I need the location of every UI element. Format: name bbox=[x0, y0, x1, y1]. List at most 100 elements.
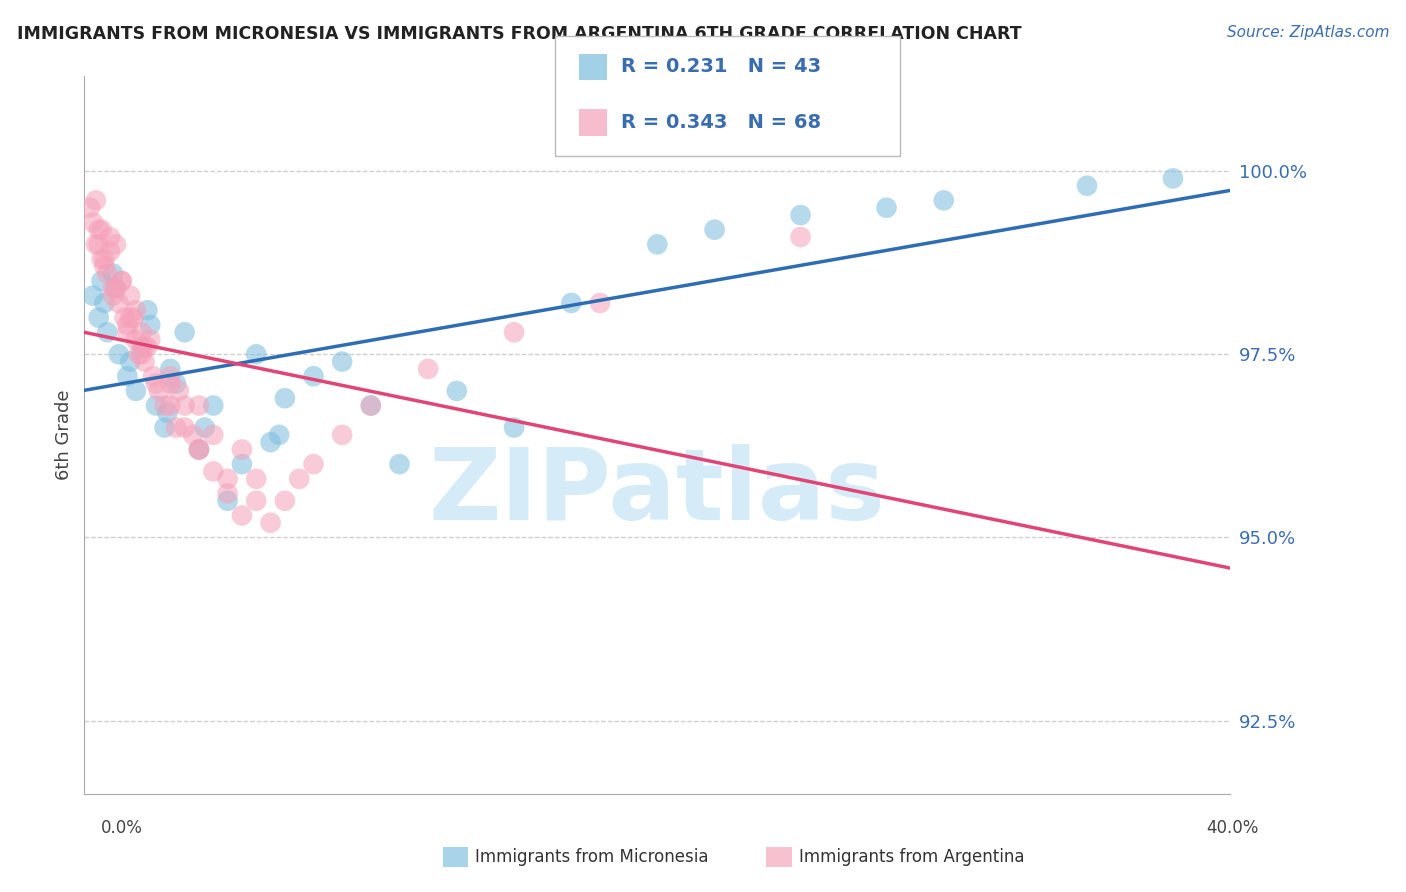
Point bbox=[259, 516, 281, 530]
Point bbox=[156, 406, 179, 420]
Point bbox=[188, 442, 211, 457]
Point bbox=[101, 267, 124, 281]
Point bbox=[131, 326, 153, 340]
Point bbox=[159, 369, 181, 384]
Point bbox=[117, 369, 139, 384]
Point bbox=[789, 230, 811, 244]
Point bbox=[589, 296, 612, 310]
Point bbox=[128, 347, 150, 361]
Point bbox=[202, 399, 225, 413]
Point bbox=[96, 326, 118, 340]
Point bbox=[87, 237, 110, 252]
Point bbox=[139, 333, 162, 347]
Point bbox=[98, 230, 121, 244]
Point bbox=[90, 223, 112, 237]
Point bbox=[125, 384, 148, 398]
Point bbox=[101, 288, 124, 302]
Point bbox=[87, 223, 110, 237]
Point bbox=[101, 281, 124, 295]
Point bbox=[90, 274, 112, 288]
Point bbox=[153, 399, 176, 413]
Point bbox=[134, 354, 156, 368]
Point bbox=[360, 399, 382, 413]
Point bbox=[148, 384, 170, 398]
Text: Immigrants from Argentina: Immigrants from Argentina bbox=[799, 848, 1024, 866]
Point bbox=[173, 420, 195, 434]
Point bbox=[79, 201, 101, 215]
Point bbox=[259, 435, 281, 450]
Point bbox=[142, 369, 165, 384]
Point bbox=[110, 274, 132, 288]
Point bbox=[134, 340, 156, 354]
Point bbox=[188, 442, 211, 457]
Point bbox=[388, 457, 411, 471]
Text: Immigrants from Micronesia: Immigrants from Micronesia bbox=[475, 848, 709, 866]
Point bbox=[93, 252, 115, 266]
Point bbox=[145, 399, 167, 413]
Point bbox=[202, 428, 225, 442]
Point bbox=[560, 296, 582, 310]
Point bbox=[107, 296, 129, 310]
Point bbox=[136, 303, 159, 318]
Text: R = 0.231   N = 43: R = 0.231 N = 43 bbox=[621, 57, 821, 77]
Point bbox=[136, 340, 159, 354]
Point bbox=[1076, 178, 1098, 193]
Point bbox=[789, 208, 811, 222]
Point bbox=[288, 472, 311, 486]
Text: Source: ZipAtlas.com: Source: ZipAtlas.com bbox=[1226, 25, 1389, 40]
Point bbox=[330, 428, 353, 442]
Point bbox=[125, 333, 148, 347]
Point bbox=[104, 281, 127, 295]
Point bbox=[1161, 171, 1184, 186]
Point bbox=[159, 376, 181, 391]
Point bbox=[131, 340, 153, 354]
Point bbox=[125, 303, 148, 318]
Point bbox=[302, 369, 325, 384]
Point bbox=[181, 428, 204, 442]
Point bbox=[120, 354, 142, 368]
Point bbox=[231, 457, 253, 471]
Point bbox=[330, 354, 353, 368]
Point bbox=[217, 472, 239, 486]
Point bbox=[120, 288, 142, 302]
Text: 40.0%: 40.0% bbox=[1206, 819, 1258, 837]
Point bbox=[87, 310, 110, 325]
Point bbox=[231, 508, 253, 523]
Point bbox=[82, 215, 104, 229]
Point bbox=[117, 326, 139, 340]
Point bbox=[165, 420, 187, 434]
Point bbox=[245, 493, 267, 508]
Point bbox=[153, 420, 176, 434]
Point bbox=[173, 326, 195, 340]
Text: ZIPatlas: ZIPatlas bbox=[429, 444, 886, 541]
Point bbox=[446, 384, 468, 398]
Point bbox=[274, 493, 297, 508]
Point bbox=[167, 384, 190, 398]
Point bbox=[188, 442, 211, 457]
Point bbox=[703, 223, 725, 237]
Point bbox=[145, 376, 167, 391]
Point bbox=[231, 442, 253, 457]
Point bbox=[110, 274, 132, 288]
Point bbox=[93, 260, 115, 274]
Point bbox=[245, 472, 267, 486]
Point bbox=[120, 310, 142, 325]
Point bbox=[360, 399, 382, 413]
Y-axis label: 6th Grade: 6th Grade bbox=[55, 390, 73, 480]
Point bbox=[131, 347, 153, 361]
Point bbox=[418, 362, 440, 376]
Point bbox=[139, 318, 162, 332]
Point bbox=[269, 428, 291, 442]
Point bbox=[122, 310, 145, 325]
Point bbox=[875, 201, 898, 215]
Point bbox=[202, 465, 225, 479]
Point bbox=[159, 399, 181, 413]
Point bbox=[98, 244, 121, 259]
Point bbox=[93, 296, 115, 310]
Point bbox=[104, 237, 127, 252]
Point bbox=[107, 347, 129, 361]
Point bbox=[245, 347, 267, 361]
Point bbox=[104, 281, 127, 295]
Point bbox=[217, 486, 239, 500]
Point bbox=[84, 194, 107, 208]
